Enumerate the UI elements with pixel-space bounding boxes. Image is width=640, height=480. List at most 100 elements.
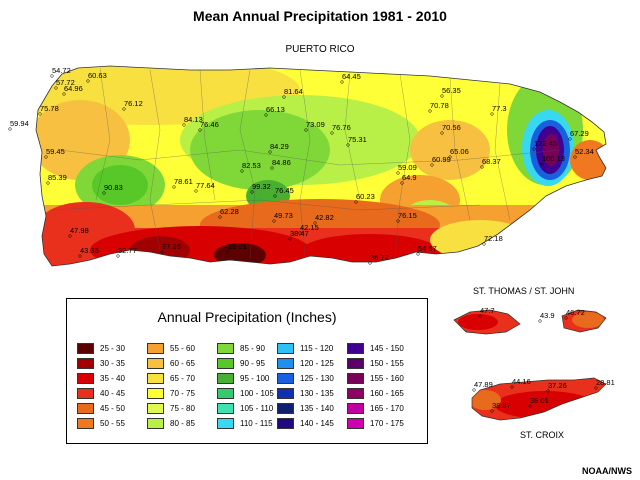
station-value: 60.99 xyxy=(432,155,451,164)
legend-item: 75 - 80 xyxy=(147,403,195,414)
station-value: 84.86 xyxy=(272,158,291,167)
legend-item: 45 - 50 xyxy=(77,403,125,414)
legend-swatch xyxy=(147,403,164,414)
station-marker xyxy=(218,215,222,219)
station-value: 42.15 xyxy=(300,223,319,232)
station-marker xyxy=(538,319,542,323)
station-value: 75.31 xyxy=(348,135,367,144)
station-marker xyxy=(510,385,514,389)
legend-swatch xyxy=(217,388,234,399)
station-value: 76.12 xyxy=(124,99,143,108)
station-value: 76.15 xyxy=(398,211,417,220)
legend-swatch xyxy=(277,403,294,414)
station-marker xyxy=(573,155,577,159)
station-value: 36.72 xyxy=(370,253,389,262)
legend-label: 50 - 55 xyxy=(100,419,125,428)
station-marker xyxy=(270,166,274,170)
legend-swatch xyxy=(217,403,234,414)
station-marker xyxy=(354,200,358,204)
station-marker xyxy=(8,127,12,131)
legend-swatch xyxy=(77,343,94,354)
legend-item: 165 - 170 xyxy=(347,403,404,414)
station-marker xyxy=(416,252,420,256)
legend-item: 125 - 130 xyxy=(277,373,334,384)
legend-item: 120 - 125 xyxy=(277,358,334,369)
station-marker xyxy=(122,107,126,111)
station-marker xyxy=(298,231,302,235)
station-marker xyxy=(472,388,476,392)
legend-swatch xyxy=(277,373,294,384)
legend-swatch xyxy=(347,403,364,414)
legend-item: 115 - 120 xyxy=(277,343,333,354)
station-marker xyxy=(54,86,58,90)
legend-label: 95 - 100 xyxy=(240,374,270,383)
station-value: 54.57 xyxy=(418,244,437,253)
legend-label: 35 - 40 xyxy=(100,374,125,383)
station-value: 43.35 xyxy=(80,246,99,255)
station-value: 70.78 xyxy=(430,101,449,110)
station-marker xyxy=(546,389,550,393)
legend-item: 105 - 110 xyxy=(217,403,273,414)
station-value: 172.45 xyxy=(534,139,557,148)
station-marker xyxy=(368,261,372,265)
station-marker xyxy=(68,234,72,238)
station-marker xyxy=(102,191,106,195)
station-value: 84.13 xyxy=(184,115,203,124)
legend-item: 55 - 60 xyxy=(147,343,195,354)
station-value: 67.29 xyxy=(570,129,589,138)
legend-item: 25 - 30 xyxy=(77,343,125,354)
station-value: 78.61 xyxy=(174,177,193,186)
legend-item: 40 - 45 xyxy=(77,388,125,399)
legend-item: 70 - 75 xyxy=(147,388,195,399)
station-marker xyxy=(490,112,494,116)
station-marker xyxy=(448,155,452,159)
station-marker xyxy=(268,150,272,154)
st-croix-outline xyxy=(471,377,607,421)
legend-swatch xyxy=(77,418,94,429)
legend-item: 140 - 145 xyxy=(277,418,334,429)
station-value: 47.7 xyxy=(480,306,495,315)
station-value: 38.87 xyxy=(492,401,511,410)
station-value: 70.56 xyxy=(442,123,461,132)
station-value: 84.29 xyxy=(270,142,289,151)
legend-swatch xyxy=(217,373,234,384)
legend-item: 100 - 105 xyxy=(217,388,274,399)
station-value: 42.82 xyxy=(315,213,334,222)
station-marker xyxy=(194,189,198,193)
station-value: 100.13 xyxy=(542,154,565,163)
station-marker xyxy=(313,221,317,225)
legend-label: 100 - 105 xyxy=(240,389,274,398)
station-marker xyxy=(86,79,90,83)
station-marker xyxy=(50,74,54,78)
legend-swatch xyxy=(147,418,164,429)
station-marker xyxy=(46,181,50,185)
station-value: 60.63 xyxy=(88,71,107,80)
legend-item: 160 - 165 xyxy=(347,388,404,399)
legend-swatch xyxy=(217,418,234,429)
station-value: 43.9 xyxy=(540,311,555,320)
legend-swatch xyxy=(347,418,364,429)
station-value: 64.96 xyxy=(64,84,83,93)
legend-swatch xyxy=(347,358,364,369)
legend-item: 65 - 70 xyxy=(147,373,195,384)
station-value: 52.34 xyxy=(575,147,594,156)
station-value: 81.64 xyxy=(284,87,303,96)
station-marker xyxy=(568,137,572,141)
legend-label: 85 - 90 xyxy=(240,344,265,353)
station-value: 68.37 xyxy=(482,157,501,166)
legend-item: 80 - 85 xyxy=(147,418,195,429)
station-value: 76.46 xyxy=(200,120,219,129)
station-value: 59.45 xyxy=(46,147,65,156)
legend-label: 65 - 70 xyxy=(170,374,195,383)
station-value: 54.72 xyxy=(52,66,71,75)
legend-swatch xyxy=(347,388,364,399)
legend-label: 115 - 120 xyxy=(300,344,334,353)
station-marker xyxy=(340,80,344,84)
station-value: 59.09 xyxy=(398,163,417,172)
legend-item: 60 - 65 xyxy=(147,358,195,369)
station-value: 32.77 xyxy=(118,246,137,255)
station-marker xyxy=(250,190,254,194)
legend-swatch xyxy=(77,388,94,399)
st-croix-label: ST. CROIX xyxy=(520,430,565,440)
